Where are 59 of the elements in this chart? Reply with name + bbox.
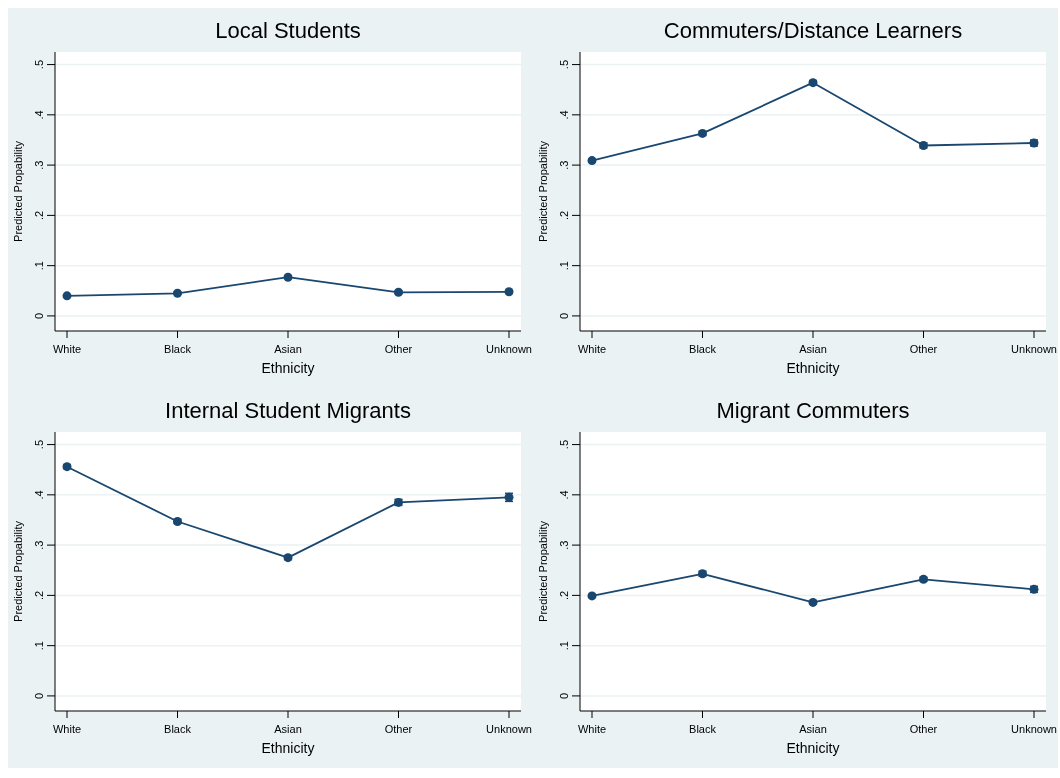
y-axis-title: Predicted Propability: [12, 520, 24, 622]
y-tick-label: 0: [558, 692, 570, 699]
y-tick-label: .2: [558, 590, 570, 600]
y-tick-label: .2: [33, 210, 45, 220]
y-tick-label: .1: [558, 641, 570, 651]
y-tick-label: .1: [33, 641, 45, 651]
x-axis-title: Ethnicity: [261, 740, 315, 756]
x-tick-label: Other: [384, 723, 413, 735]
y-tick-label: .4: [558, 490, 570, 500]
y-axis-title: Predicted Propability: [537, 140, 549, 242]
x-tick-label: Other: [909, 723, 938, 735]
y-tick-label: .2: [558, 210, 570, 220]
chart-title: Commuters/Distance Learners: [663, 18, 963, 43]
x-tick-label: Unknown: [1011, 343, 1057, 355]
y-tick-label: .1: [558, 261, 570, 271]
x-axis-title: Ethnicity: [261, 360, 315, 376]
x-tick-label: Black: [164, 723, 192, 735]
y-tick-label: .4: [33, 110, 45, 120]
x-tick-label: Other: [384, 343, 413, 355]
y-tick-label: .5: [33, 59, 45, 70]
point: [62, 291, 72, 301]
y-axis-title: Predicted Propability: [12, 140, 24, 242]
x-tick-label: Black: [689, 343, 717, 355]
y-tick-label: 0: [33, 312, 45, 319]
y-tick-label: .2: [33, 590, 45, 600]
x-tick-label: Asian: [274, 723, 302, 735]
chart-title: Migrant Commuters: [716, 398, 910, 423]
x-axis-title: Ethnicity: [786, 740, 840, 756]
x-tick-label: Unknown: [486, 343, 532, 355]
point: [283, 272, 293, 282]
x-tick-label: White: [52, 723, 82, 735]
x-tick-label: Asian: [799, 343, 827, 355]
y-tick-label: .3: [33, 540, 45, 550]
y-axis-title: Predicted Propability: [537, 520, 549, 622]
x-tick-label: Asian: [799, 723, 827, 735]
chart-title: Internal Student Migrants: [165, 398, 411, 423]
y-tick-label: .5: [33, 439, 45, 450]
x-axis-title: Ethnicity: [786, 360, 840, 376]
x-tick-label: Asian: [274, 343, 302, 355]
y-tick-label: .3: [558, 540, 570, 550]
y-tick-label: .3: [558, 160, 570, 170]
y-tick-label: .1: [33, 261, 45, 271]
y-tick-label: 0: [33, 692, 45, 699]
chart-title: Local Students: [215, 18, 361, 43]
y-tick-label: .4: [558, 110, 570, 120]
point: [504, 287, 514, 297]
x-tick-label: Unknown: [1011, 723, 1057, 735]
x-tick-label: Other: [909, 343, 938, 355]
x-tick-label: White: [577, 343, 607, 355]
y-tick-label: .4: [33, 490, 45, 500]
y-tick-label: .3: [33, 160, 45, 170]
x-tick-label: White: [52, 343, 82, 355]
x-tick-label: Black: [689, 723, 717, 735]
y-tick-label: .5: [558, 439, 570, 450]
y-tick-label: .5: [558, 59, 570, 70]
y-tick-label: 0: [558, 312, 570, 319]
x-tick-label: White: [577, 723, 607, 735]
x-tick-label: Black: [164, 343, 192, 355]
x-tick-label: Unknown: [486, 723, 532, 735]
